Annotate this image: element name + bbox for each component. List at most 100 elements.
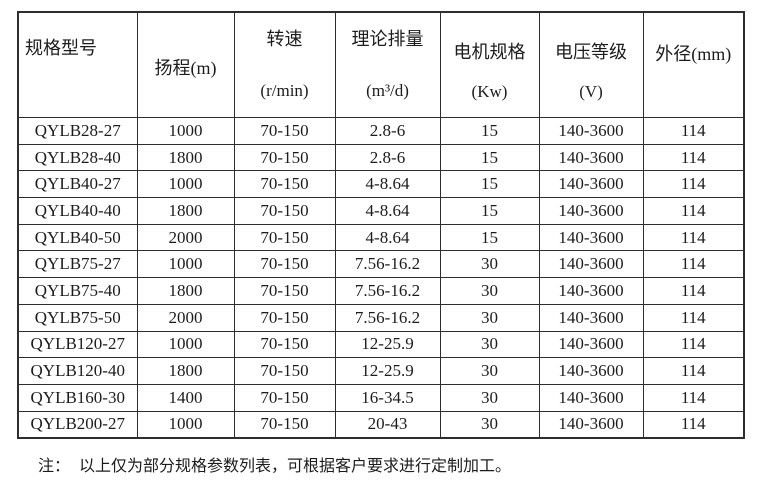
- table-cell: 15: [439, 117, 540, 145]
- header-unit: (m³/d): [366, 81, 409, 100]
- header-cell-voltage: 电压等级 (V): [538, 11, 644, 118]
- table-cell: 70-150: [233, 117, 336, 145]
- table-cell: 30: [439, 277, 540, 305]
- table-cell: QYLB28-27: [17, 117, 138, 145]
- table-cell: 30: [439, 330, 540, 359]
- table-cell: 70-150: [233, 277, 336, 305]
- header-label: 外径(mm): [655, 44, 732, 64]
- table-cell: 2000: [136, 223, 235, 252]
- header-cell-motor: 电机规格 (Kw): [439, 11, 540, 118]
- spec-table: 规格型号 扬程(m) 转速 (r/min) 理论排量: [17, 11, 745, 440]
- table-cell: 140-3600: [538, 143, 644, 172]
- table-cell: 1800: [136, 197, 235, 225]
- table-cell: 1400: [136, 383, 235, 412]
- header-cell-outer-diameter: 外径(mm): [642, 11, 745, 118]
- table-header: 规格型号 扬程(m) 转速 (r/min) 理论排量: [17, 11, 745, 118]
- table-cell: 70-150: [233, 357, 336, 385]
- table-cell: 140-3600: [538, 303, 644, 332]
- table-cell: 114: [642, 357, 745, 385]
- table-cell: 70-150: [233, 303, 336, 332]
- table-cell: 1000: [136, 330, 235, 359]
- table-cell: 30: [439, 357, 540, 385]
- table-cell: 70-150: [233, 250, 336, 279]
- table-cell: 1000: [136, 250, 235, 279]
- table-cell: QYLB120-27: [17, 330, 138, 359]
- table-cell: 140-3600: [538, 250, 644, 279]
- header-unit: (Kw): [471, 82, 508, 101]
- table-cell: 114: [642, 170, 745, 199]
- table-cell: 114: [642, 330, 745, 359]
- table-cell: 7.56-16.2: [334, 303, 441, 332]
- table-cell: 140-3600: [538, 197, 644, 225]
- table-cell: 70-150: [233, 197, 336, 225]
- table-cell: 114: [642, 250, 745, 279]
- table-cell: 70-150: [233, 330, 336, 359]
- header-label: 电压等级: [555, 42, 627, 62]
- table-cell: 114: [642, 197, 745, 225]
- table-cell: QYLB160-30: [17, 383, 138, 412]
- table-cell: 70-150: [233, 223, 336, 252]
- table-cell: 15: [439, 170, 540, 199]
- table-cell: 114: [642, 143, 745, 172]
- table-cell: 114: [642, 383, 745, 412]
- table-cell: 4-8.64: [334, 223, 441, 252]
- table-cell: 7.56-16.2: [334, 250, 441, 279]
- table-cell: 1000: [136, 410, 235, 439]
- table-cell: 70-150: [233, 410, 336, 439]
- table-cell: 70-150: [233, 143, 336, 172]
- table-cell: 140-3600: [538, 357, 644, 385]
- table-cell: 140-3600: [538, 410, 644, 439]
- table-row: QYLB75-27 1000 70-150 7.56-16.2 30 140-3600 11…: [17, 250, 745, 279]
- table-cell: 1800: [136, 277, 235, 305]
- table-row: QYLB28-27 1000 70-150 2.8-6 15 140-3600 114: [17, 117, 745, 145]
- table-cell: 16-34.5: [334, 383, 441, 412]
- table-cell: 1000: [136, 117, 235, 145]
- table-cell: 114: [642, 223, 745, 252]
- table-cell: QYLB75-40: [17, 277, 138, 305]
- table-row: QYLB200-27 1000 70-150 20-43 30 140-3600 114: [17, 410, 745, 439]
- table-row: QYLB160-30 1400 70-150 16-34.5 30 140-3600 114: [17, 383, 745, 412]
- table-cell: 4-8.64: [334, 170, 441, 199]
- table-cell: 4-8.64: [334, 197, 441, 225]
- table-cell: 140-3600: [538, 223, 644, 252]
- table-cell: 114: [642, 277, 745, 305]
- table-row: QYLB40-50 2000 70-150 4-8.64 15 140-3600 114: [17, 223, 745, 252]
- table-cell: 12-25.9: [334, 357, 441, 385]
- table-cell: 140-3600: [538, 330, 644, 359]
- table-cell: 30: [439, 250, 540, 279]
- table-cell: 30: [439, 410, 540, 439]
- table-cell: QYLB200-27: [17, 410, 138, 439]
- table-row: QYLB75-40 1800 70-150 7.56-16.2 30 140-3600 11…: [17, 277, 745, 305]
- table-cell: 15: [439, 143, 540, 172]
- table-cell: 140-3600: [538, 277, 644, 305]
- header-cell-model: 规格型号: [17, 11, 138, 118]
- table-cell: 2.8-6: [334, 117, 441, 145]
- table-body: QYLB28-27 1000 70-150 2.8-6 15 140-3600 114 QYL…: [17, 117, 745, 439]
- header-label: 规格型号: [25, 38, 97, 58]
- header-unit: (V): [579, 82, 603, 101]
- table-cell: 114: [642, 410, 745, 439]
- table-cell: 20-43: [334, 410, 441, 439]
- footnote: 注： 以上仅为部分规格参数列表，可根据客户要求进行定制加工。: [38, 452, 511, 476]
- table-cell: QYLB40-27: [17, 170, 138, 199]
- table-cell: 140-3600: [538, 117, 644, 145]
- header-row: 规格型号 扬程(m) 转速 (r/min) 理论排量: [17, 11, 745, 118]
- table-cell: 1800: [136, 357, 235, 385]
- table-cell: 140-3600: [538, 170, 644, 199]
- table-cell: QYLB75-27: [17, 250, 138, 279]
- table-cell: 140-3600: [538, 383, 644, 412]
- table-cell: 114: [642, 117, 745, 145]
- table-cell: 114: [642, 303, 745, 332]
- table-cell: 1000: [136, 170, 235, 199]
- table-cell: 70-150: [233, 170, 336, 199]
- header-cell-displacement: 理论排量 (m³/d): [334, 11, 441, 118]
- table-cell: QYLB28-40: [17, 143, 138, 172]
- header-unit: (r/min): [260, 81, 309, 100]
- header-label: 理论排量: [351, 29, 424, 49]
- table-cell: 15: [439, 197, 540, 225]
- table-cell: 12-25.9: [334, 330, 441, 359]
- table-cell: QYLB75-50: [17, 303, 138, 332]
- table-cell: 7.56-16.2: [334, 277, 441, 305]
- table-cell: QYLB120-40: [17, 357, 138, 385]
